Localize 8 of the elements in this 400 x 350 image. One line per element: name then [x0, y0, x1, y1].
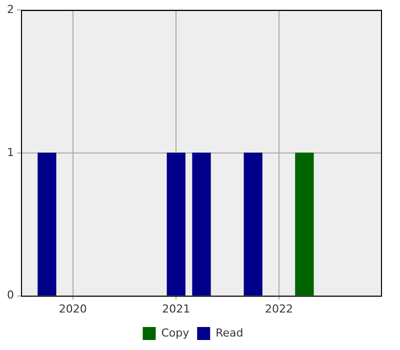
x-tick-label: 2020	[58, 302, 87, 316]
x-tick-label: 2021	[162, 302, 190, 316]
y-tick-label: 1	[7, 146, 14, 159]
y-tick-label: 0	[7, 288, 14, 302]
x-tick-label: 2022	[265, 302, 294, 316]
y-tick-label: 2	[7, 2, 14, 16]
legend-label: Copy	[161, 326, 190, 340]
legend-label: Read	[216, 326, 244, 340]
